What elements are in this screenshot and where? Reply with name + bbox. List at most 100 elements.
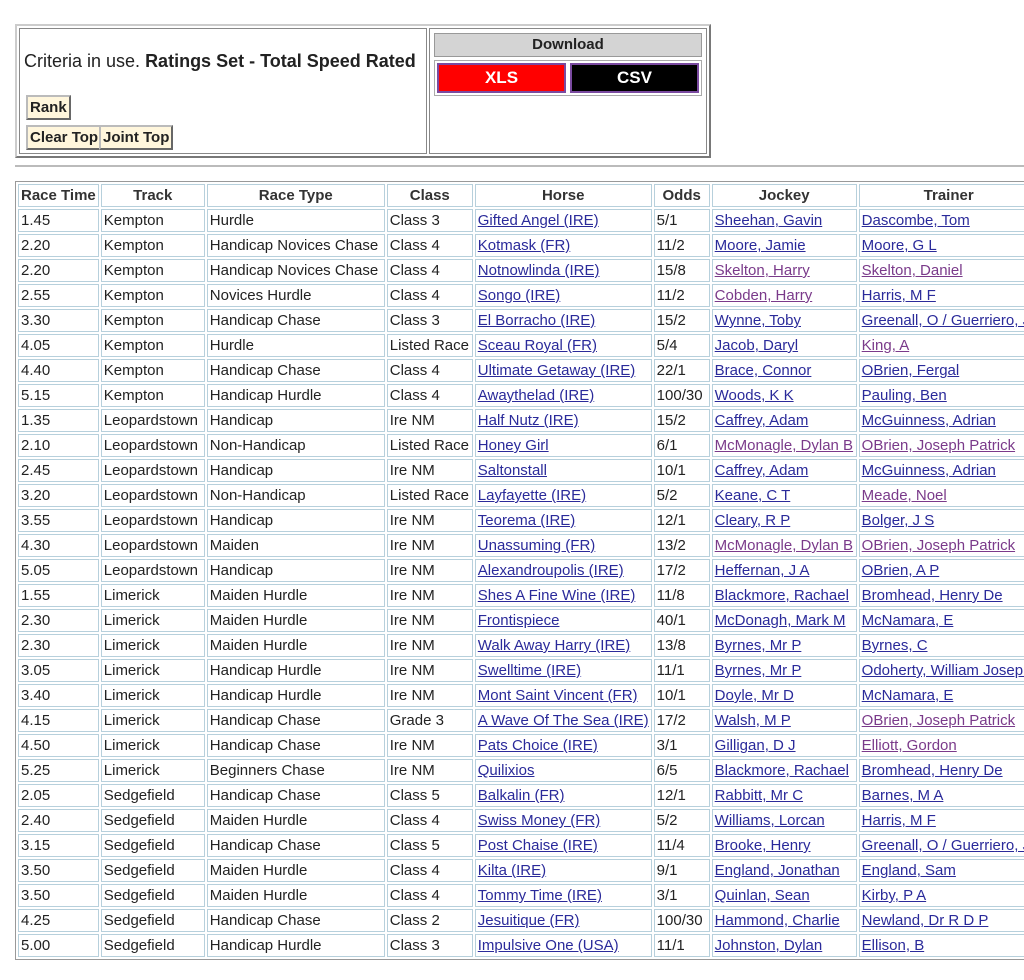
trainer-link[interactable]: OBrien, Joseph Patrick: [861, 712, 1016, 729]
horse-link[interactable]: Teorema (IRE): [477, 512, 576, 529]
jockey-link[interactable]: Johnston, Dylan: [714, 937, 823, 954]
jockey-link[interactable]: Quinlan, Sean: [714, 887, 810, 904]
horse-link[interactable]: A Wave Of The Sea (IRE): [477, 712, 649, 729]
jockey-link[interactable]: McMonagle, Dylan B: [714, 537, 854, 554]
race-type-cell: Maiden Hurdle: [206, 859, 385, 882]
jockey-link[interactable]: Williams, Lorcan: [714, 812, 825, 829]
trainer-link[interactable]: King, A: [861, 337, 910, 354]
trainer-link[interactable]: Ellison, B: [861, 937, 925, 954]
trainer-link[interactable]: Byrnes, C: [861, 637, 928, 654]
horse-link[interactable]: Pats Choice (IRE): [477, 737, 598, 754]
class-cell: Ire NM: [386, 659, 473, 682]
rank-button[interactable]: Rank: [26, 95, 71, 120]
trainer-link[interactable]: McNamara, E: [861, 612, 954, 629]
jockey-link[interactable]: Walsh, M P: [714, 712, 791, 729]
horse-link[interactable]: Alexandroupolis (IRE): [477, 562, 624, 579]
trainer-link[interactable]: Harris, M F: [861, 812, 936, 829]
trainer-link[interactable]: Bromhead, Henry De: [861, 587, 1003, 604]
horse-link[interactable]: Ultimate Getaway (IRE): [477, 362, 636, 379]
trainer-link[interactable]: Dascombe, Tom: [861, 212, 970, 229]
jockey-link[interactable]: Woods, K K: [714, 387, 794, 404]
horse-link[interactable]: Songo (IRE): [477, 287, 561, 304]
jockey-link[interactable]: Sheehan, Gavin: [714, 212, 823, 229]
horse-link[interactable]: Shes A Fine Wine (IRE): [477, 587, 636, 604]
horse-link[interactable]: Kotmask (FR): [477, 237, 571, 254]
horse-link[interactable]: Layfayette (IRE): [477, 487, 587, 504]
jockey-link[interactable]: Heffernan, J A: [714, 562, 810, 579]
trainer-link[interactable]: Newland, Dr R D P: [861, 912, 989, 929]
trainer-link[interactable]: Barnes, M A: [861, 787, 944, 804]
xls-download-button[interactable]: XLS: [437, 63, 566, 93]
trainer-link[interactable]: Moore, G L: [861, 237, 937, 254]
trainer-link[interactable]: Pauling, Ben: [861, 387, 947, 404]
horse-link[interactable]: Impulsive One (USA): [477, 937, 619, 954]
trainer-cell: King, A: [858, 334, 1024, 357]
jockey-link[interactable]: Blackmore, Rachael: [714, 762, 849, 779]
trainer-link[interactable]: Odoherty, William Joseph: [861, 662, 1024, 679]
horse-link[interactable]: Tommy Time (IRE): [477, 887, 602, 904]
trainer-link[interactable]: OBrien, A P: [861, 562, 940, 579]
jockey-link[interactable]: Gilligan, D J: [714, 737, 796, 754]
trainer-link[interactable]: England, Sam: [861, 862, 956, 879]
trainer-link[interactable]: McGuinness, Adrian: [861, 462, 996, 479]
jockey-link[interactable]: Caffrey, Adam: [714, 412, 809, 429]
horse-link[interactable]: Swelltime (IRE): [477, 662, 582, 679]
horse-link[interactable]: Saltonstall: [477, 462, 547, 479]
horse-link[interactable]: Notnowlinda (IRE): [477, 262, 600, 279]
jockey-link[interactable]: Skelton, Harry: [714, 262, 810, 279]
horse-link[interactable]: Awaythelad (IRE): [477, 387, 595, 404]
jockey-link[interactable]: Moore, Jamie: [714, 237, 806, 254]
csv-download-button[interactable]: CSV: [570, 63, 699, 93]
jockey-link[interactable]: McMonagle, Dylan B: [714, 437, 854, 454]
trainer-link[interactable]: Greenall, O / Guerriero, J: [861, 312, 1024, 329]
jockey-link[interactable]: Caffrey, Adam: [714, 462, 809, 479]
trainer-link[interactable]: OBrien, Joseph Patrick: [861, 537, 1016, 554]
jockey-link[interactable]: England, Jonathan: [714, 862, 840, 879]
trainer-link[interactable]: OBrien, Fergal: [861, 362, 960, 379]
horse-link[interactable]: Swiss Money (FR): [477, 812, 601, 829]
jockey-link[interactable]: Keane, C T: [714, 487, 791, 504]
trainer-link[interactable]: Meade, Noel: [861, 487, 947, 504]
jockey-link[interactable]: Cobden, Harry: [714, 287, 813, 304]
trainer-link[interactable]: OBrien, Joseph Patrick: [861, 437, 1016, 454]
trainer-link[interactable]: Bolger, J S: [861, 512, 935, 529]
jockey-link[interactable]: Rabbitt, Mr C: [714, 787, 804, 804]
trainer-link[interactable]: Greenall, O / Guerriero, J: [861, 837, 1024, 854]
horse-link[interactable]: Walk Away Harry (IRE): [477, 637, 631, 654]
horse-link[interactable]: Quilixios: [477, 762, 535, 779]
horse-link[interactable]: Gifted Angel (IRE): [477, 212, 599, 229]
jockey-link[interactable]: Hammond, Charlie: [714, 912, 840, 929]
trainer-link[interactable]: McGuinness, Adrian: [861, 412, 996, 429]
jockey-link[interactable]: Brooke, Henry: [714, 837, 811, 854]
trainer-link[interactable]: Skelton, Daniel: [861, 262, 963, 279]
jockey-link[interactable]: Byrnes, Mr P: [714, 662, 802, 679]
race-time-cell: 4.05: [18, 334, 99, 357]
trainer-link[interactable]: Harris, M F: [861, 287, 936, 304]
jockey-link[interactable]: Brace, Connor: [714, 362, 812, 379]
clear-top-button[interactable]: Clear Top: [26, 125, 103, 150]
jockey-link[interactable]: Blackmore, Rachael: [714, 587, 849, 604]
horse-link[interactable]: Sceau Royal (FR): [477, 337, 597, 354]
jockey-link[interactable]: Wynne, Toby: [714, 312, 801, 329]
horse-cell: Balkalin (FR): [474, 784, 652, 807]
trainer-link[interactable]: Kirby, P A: [861, 887, 927, 904]
horse-link[interactable]: Frontispiece: [477, 612, 560, 629]
horse-link[interactable]: Post Chaise (IRE): [477, 837, 598, 854]
horse-link[interactable]: Half Nutz (IRE): [477, 412, 579, 429]
horse-link[interactable]: El Borracho (IRE): [477, 312, 596, 329]
horse-link[interactable]: Honey Girl: [477, 437, 549, 454]
trainer-link[interactable]: McNamara, E: [861, 687, 954, 704]
jockey-link[interactable]: Byrnes, Mr P: [714, 637, 802, 654]
horse-link[interactable]: Jesuitique (FR): [477, 912, 580, 929]
jockey-link[interactable]: Cleary, R P: [714, 512, 791, 529]
jockey-link[interactable]: Doyle, Mr D: [714, 687, 794, 704]
joint-top-button[interactable]: Joint Top: [99, 125, 174, 150]
jockey-link[interactable]: Jacob, Daryl: [714, 337, 799, 354]
horse-link[interactable]: Kilta (IRE): [477, 862, 547, 879]
trainer-link[interactable]: Bromhead, Henry De: [861, 762, 1003, 779]
horse-link[interactable]: Mont Saint Vincent (FR): [477, 687, 638, 704]
trainer-link[interactable]: Elliott, Gordon: [861, 737, 957, 754]
horse-link[interactable]: Balkalin (FR): [477, 787, 565, 804]
horse-link[interactable]: Unassuming (FR): [477, 537, 596, 554]
jockey-link[interactable]: McDonagh, Mark M: [714, 612, 846, 629]
